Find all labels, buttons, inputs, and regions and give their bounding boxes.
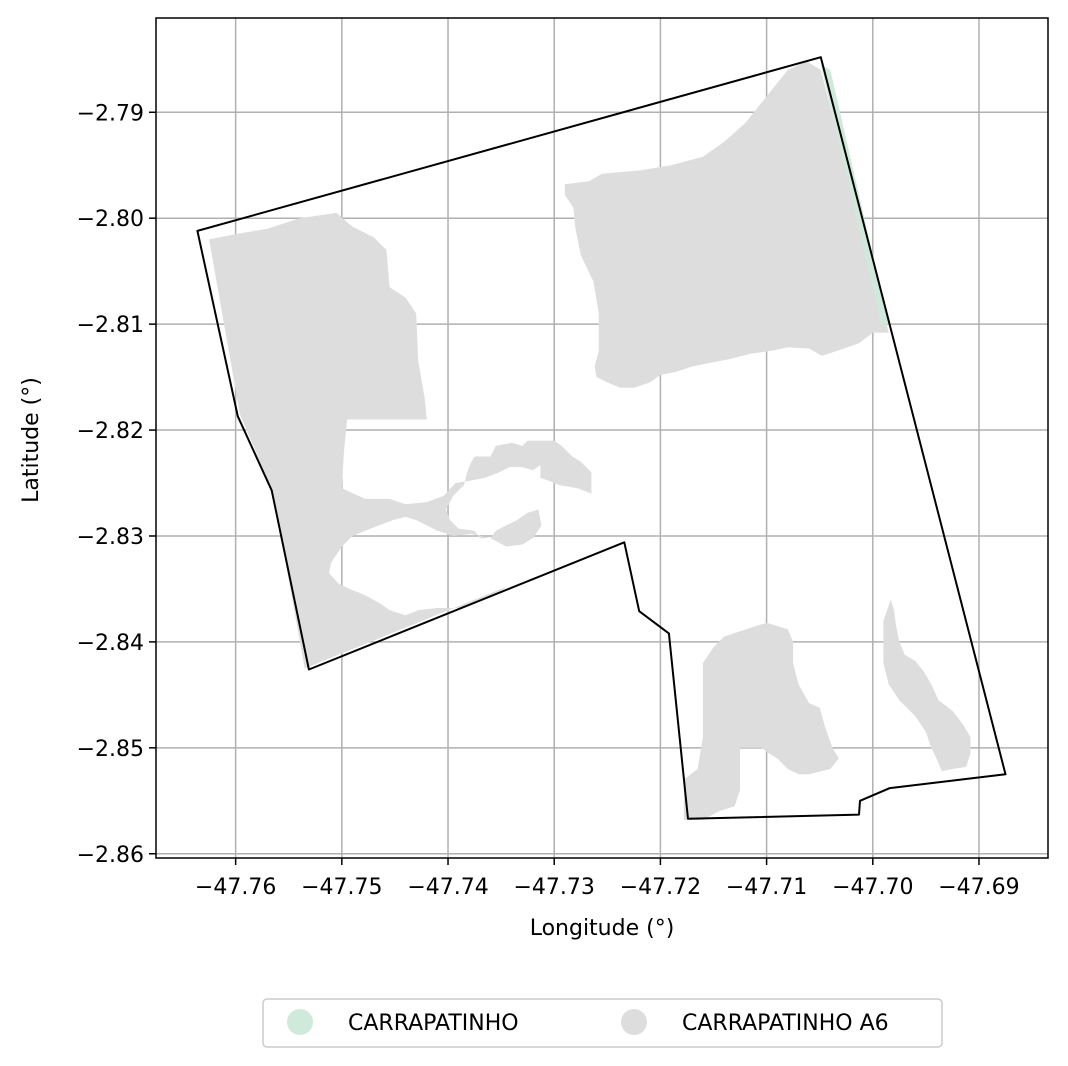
x-axis-ticks: −47.76 −47.75 −47.74 −47.73 −47.72 −47.71 −47.… (195, 858, 1020, 900)
legend-label-carrapatinho: CARRAPATINHO (348, 1011, 519, 1036)
x-tick-label: −47.70 (832, 875, 913, 900)
x-tick-label: −47.74 (407, 875, 488, 900)
x-tick-label: −47.72 (620, 875, 701, 900)
legend-label-carrapatinho-a6: CARRAPATINHO A6 (682, 1011, 889, 1036)
region-west-patch (209, 212, 592, 669)
legend-marker-carrapatinho (287, 1009, 313, 1035)
region-north-patch (564, 61, 889, 388)
y-tick-label: −2.79 (77, 101, 144, 126)
legend-marker-carrapatinho-a6 (621, 1009, 647, 1035)
y-axis-label: Latitude (°) (19, 377, 44, 503)
x-tick-label: −47.76 (195, 875, 276, 900)
y-tick-label: −2.83 (77, 525, 144, 550)
x-tick-label: −47.73 (514, 875, 595, 900)
plot-frame (155, 17, 1049, 859)
region-southeast-patch (683, 622, 839, 820)
region-east-patch (883, 599, 971, 772)
boundary-layer (196, 56, 1007, 820)
y-tick-label: −2.84 (77, 631, 144, 656)
x-tick-label: −47.75 (301, 875, 382, 900)
legend: CARRAPATINHO CARRAPATINHO A6 (262, 998, 943, 1048)
x-tick-label: −47.71 (726, 875, 807, 900)
y-tick-label: −2.85 (77, 737, 144, 762)
x-tick-label: −47.69 (938, 875, 1019, 900)
y-tick-label: −2.81 (77, 313, 144, 338)
y-tick-label: −2.86 (77, 843, 144, 868)
y-axis-ticks: −2.79 −2.80 −2.81 −2.82 −2.83 −2.84 −2.85 −2.86 (77, 101, 156, 868)
y-tick-label: −2.80 (77, 207, 144, 232)
y-tick-label: −2.82 (77, 419, 144, 444)
land-cover-regions (209, 61, 971, 820)
legend-box (262, 998, 943, 1048)
region-carrapatinho-edge (820, 64, 889, 325)
x-axis-label: Longitude (°) (530, 916, 675, 941)
boundary-outline (196, 56, 1007, 820)
